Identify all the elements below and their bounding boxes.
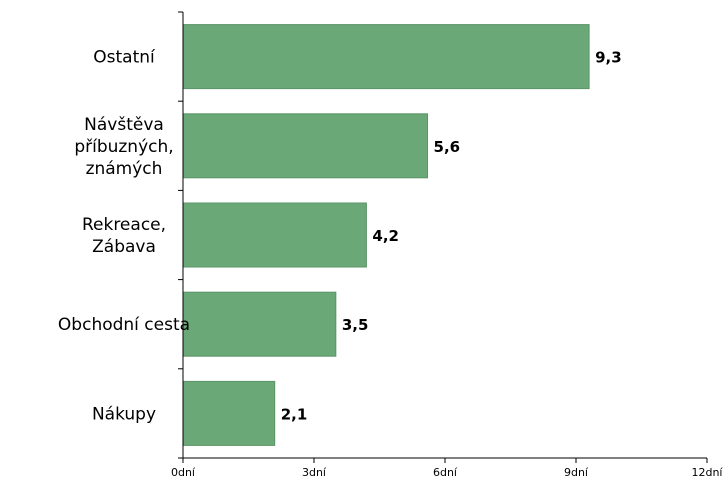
bar-2 xyxy=(182,202,367,268)
category-label-3-line-0: Obchodní cesta xyxy=(58,315,190,335)
value-label-3: 3,5 xyxy=(342,316,369,334)
x-tick-label-3: 9dní xyxy=(564,466,589,479)
x-tick-label-0: 0dní xyxy=(171,466,196,479)
value-label-1: 5,6 xyxy=(434,138,461,156)
bar-3 xyxy=(182,291,337,357)
value-label-2: 4,2 xyxy=(372,227,399,245)
bar-4 xyxy=(182,380,276,446)
category-label-2-line-1: Zábava xyxy=(92,237,156,257)
x-tick-label-1: 3dní xyxy=(302,466,327,479)
category-label-1-line-2: známých xyxy=(86,159,163,179)
category-label-0-line-0: Ostatní xyxy=(93,48,156,68)
bars-layer xyxy=(182,24,590,446)
category-label-4-line-0: Nákupy xyxy=(92,404,156,424)
x-tick-label-2: 6dní xyxy=(433,466,458,479)
bar-0 xyxy=(182,24,590,90)
axes-layer xyxy=(178,11,708,463)
category-label-1-line-1: příbuzných, xyxy=(74,137,173,157)
value-label-4: 2,1 xyxy=(281,405,308,423)
x-tick-label-4: 12dní xyxy=(691,466,723,479)
bar-1 xyxy=(182,113,429,179)
category-label-1-line-0: Návštěva xyxy=(84,115,164,135)
category-label-2-line-0: Rekreace, xyxy=(82,215,166,235)
value-label-0: 9,3 xyxy=(595,49,622,67)
